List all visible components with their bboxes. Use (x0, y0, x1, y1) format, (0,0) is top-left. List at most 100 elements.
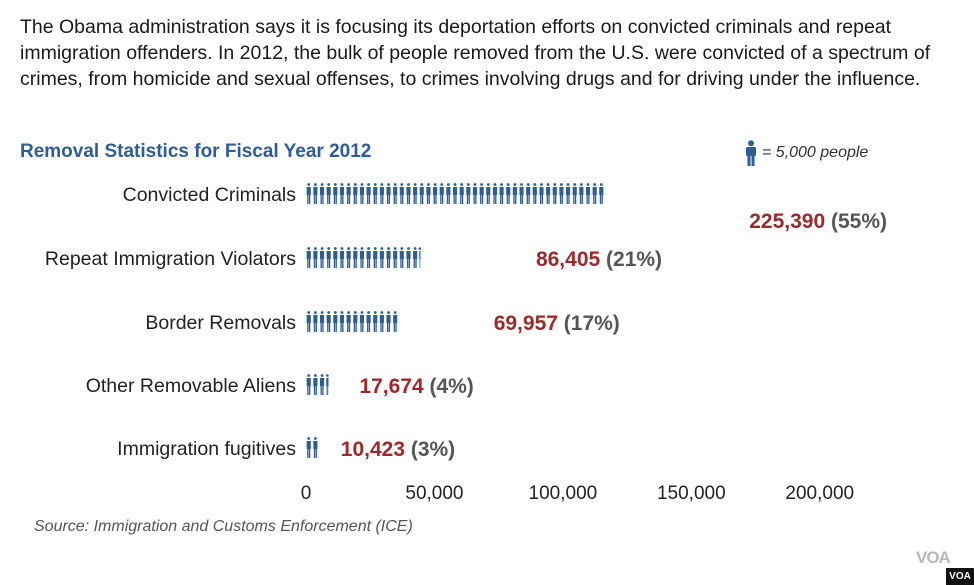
person-icon (326, 374, 329, 395)
x-tick-label: 150,000 (657, 483, 726, 504)
person-icon (572, 183, 577, 204)
value-label: 17,674 (4%) (359, 375, 473, 398)
category-label: Immigration fugitives (117, 438, 296, 460)
person-icon (386, 247, 391, 268)
person-icon (306, 183, 311, 204)
person-icon (353, 183, 358, 204)
person-icon (306, 247, 311, 268)
value-number: 17,674 (359, 375, 424, 398)
person-icon (359, 247, 364, 268)
person-icon (486, 183, 491, 204)
person-icon (399, 247, 404, 268)
person-icon (346, 311, 351, 332)
person-icon (326, 311, 331, 332)
value-label: 86,405 (21%) (536, 248, 662, 271)
category-label: Other Removable Aliens (86, 375, 297, 397)
value-number: 69,957 (494, 312, 558, 335)
person-icon (313, 437, 318, 458)
value-number: 225,390 (749, 210, 825, 233)
person-icon (379, 247, 384, 268)
person-icon (346, 247, 351, 268)
person-icon (552, 183, 557, 204)
person-icon (359, 311, 364, 332)
chart-title: Removal Statistics for Fiscal Year 2012 (20, 141, 372, 162)
person-icon (599, 183, 604, 204)
person-icon (419, 183, 424, 204)
person-icon (585, 183, 591, 204)
person-icon (333, 247, 338, 268)
person-icon (373, 311, 378, 332)
bar-row-2 (306, 311, 398, 332)
person-icon (366, 311, 371, 332)
person-icon (539, 183, 544, 204)
category-label: Convicted Criminals (123, 184, 297, 206)
person-icon (319, 311, 325, 332)
person-icon (313, 247, 318, 268)
bar-row-1 (306, 247, 422, 268)
person-icon (326, 247, 331, 268)
value-percent: (17%) (558, 312, 620, 335)
person-icon (386, 311, 391, 332)
person-icon (306, 437, 311, 458)
bar-row-4 (306, 437, 318, 458)
person-icon (446, 183, 451, 204)
x-tick-label: 0 (301, 483, 312, 504)
person-icon (339, 247, 345, 268)
person-icon (313, 374, 318, 395)
person-icon (459, 183, 464, 204)
value-label: 10,423 (3%) (341, 438, 455, 461)
voa-logo: VOA (916, 548, 951, 567)
person-icon (393, 311, 398, 332)
person-icon (366, 183, 371, 204)
x-tick-label: 200,000 (785, 483, 854, 504)
category-label: Border Removals (145, 312, 296, 334)
person-icon (532, 183, 537, 204)
person-icon (512, 183, 517, 204)
person-icon (566, 183, 571, 204)
voa-badge: VOA (946, 568, 974, 585)
value-percent: (21%) (600, 248, 662, 271)
person-icon (366, 247, 371, 268)
person-icon (306, 311, 311, 332)
pictograph-chart: Convicted Criminals 225,390 (55%) Repeat I… (45, 183, 887, 504)
person-icon (439, 183, 444, 204)
x-tick-label: 100,000 (529, 483, 598, 504)
value-percent: (55%) (825, 210, 887, 233)
person-icon (393, 247, 398, 268)
person-icon (413, 247, 418, 268)
person-icon (746, 140, 756, 166)
x-tick-label: 50,000 (405, 483, 463, 504)
person-icon (353, 311, 358, 332)
person-icon (306, 374, 311, 395)
person-icon (479, 183, 484, 204)
person-icon (353, 247, 358, 268)
person-icon (379, 311, 384, 332)
person-icon (592, 183, 597, 204)
person-icon (546, 183, 551, 204)
person-icon (466, 183, 471, 204)
person-icon (472, 183, 478, 204)
intro-paragraph: The Obama administration says it is focu… (20, 16, 931, 90)
person-icon (426, 183, 431, 204)
person-icon (313, 183, 318, 204)
value-percent: (4%) (424, 375, 474, 398)
person-icon (319, 374, 325, 395)
person-icon (499, 183, 504, 204)
person-icon (579, 183, 584, 204)
value-percent: (3%) (405, 438, 455, 461)
category-label: Repeat Immigration Violators (45, 248, 296, 270)
person-icon (319, 183, 325, 204)
person-icon (418, 247, 422, 268)
person-icon (359, 183, 364, 204)
person-icon (559, 183, 564, 204)
person-icon (326, 183, 331, 204)
value-label: 69,957 (17%) (494, 312, 620, 335)
value-number: 86,405 (536, 248, 601, 271)
person-icon (339, 311, 345, 332)
person-icon (319, 247, 325, 268)
bar-row-3 (306, 374, 329, 395)
person-icon (339, 183, 345, 204)
source-note: Source: Immigration and Customs Enforcem… (34, 518, 413, 535)
legend: = 5,000 people (744, 140, 868, 166)
person-icon (413, 183, 418, 204)
